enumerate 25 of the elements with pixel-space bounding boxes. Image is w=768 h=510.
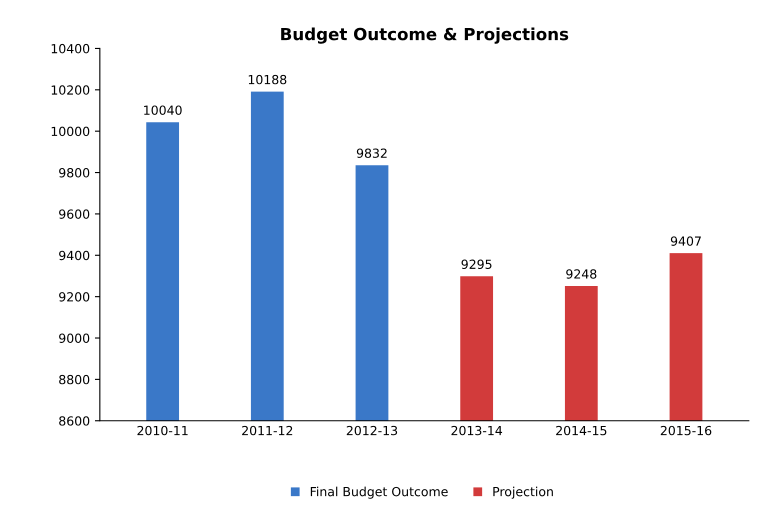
y-tick-label: 8600: [59, 416, 90, 426]
x-tick-label: 2010-11: [137, 426, 188, 436]
x-tick-label: 2013-14: [451, 426, 502, 436]
y-tick-label: 10400: [52, 44, 90, 54]
data-label: 9295: [462, 260, 492, 269]
y-tick-label: 9000: [59, 333, 90, 343]
data-label: 9407: [670, 236, 701, 246]
chart-title: Budget Outcome & Projections: [281, 27, 568, 44]
x-tick-label: 2011-12: [242, 426, 292, 436]
data-label: 9248: [566, 269, 596, 279]
x-tick-label: 2014-15: [556, 426, 606, 436]
y-tick-label: 10200: [52, 85, 90, 95]
legend-label: Final Budget Outcome: [310, 486, 448, 499]
y-tick-label: 9800: [59, 168, 90, 178]
data-label: 10188: [248, 74, 286, 84]
y-tick-label: 9200: [59, 292, 90, 302]
x-tick-label: 2015-16: [660, 426, 712, 436]
data-label: 10040: [144, 105, 182, 115]
x-tick-label: 2012-13: [346, 426, 398, 436]
y-tick-label: 9600: [59, 209, 90, 219]
y-tick-label: 10000: [52, 126, 90, 136]
legend-label: Projection: [493, 486, 553, 499]
y-tick-label: 9400: [59, 250, 90, 260]
y-tick-label: 8800: [59, 374, 90, 384]
data-label: 9832: [356, 148, 387, 158]
